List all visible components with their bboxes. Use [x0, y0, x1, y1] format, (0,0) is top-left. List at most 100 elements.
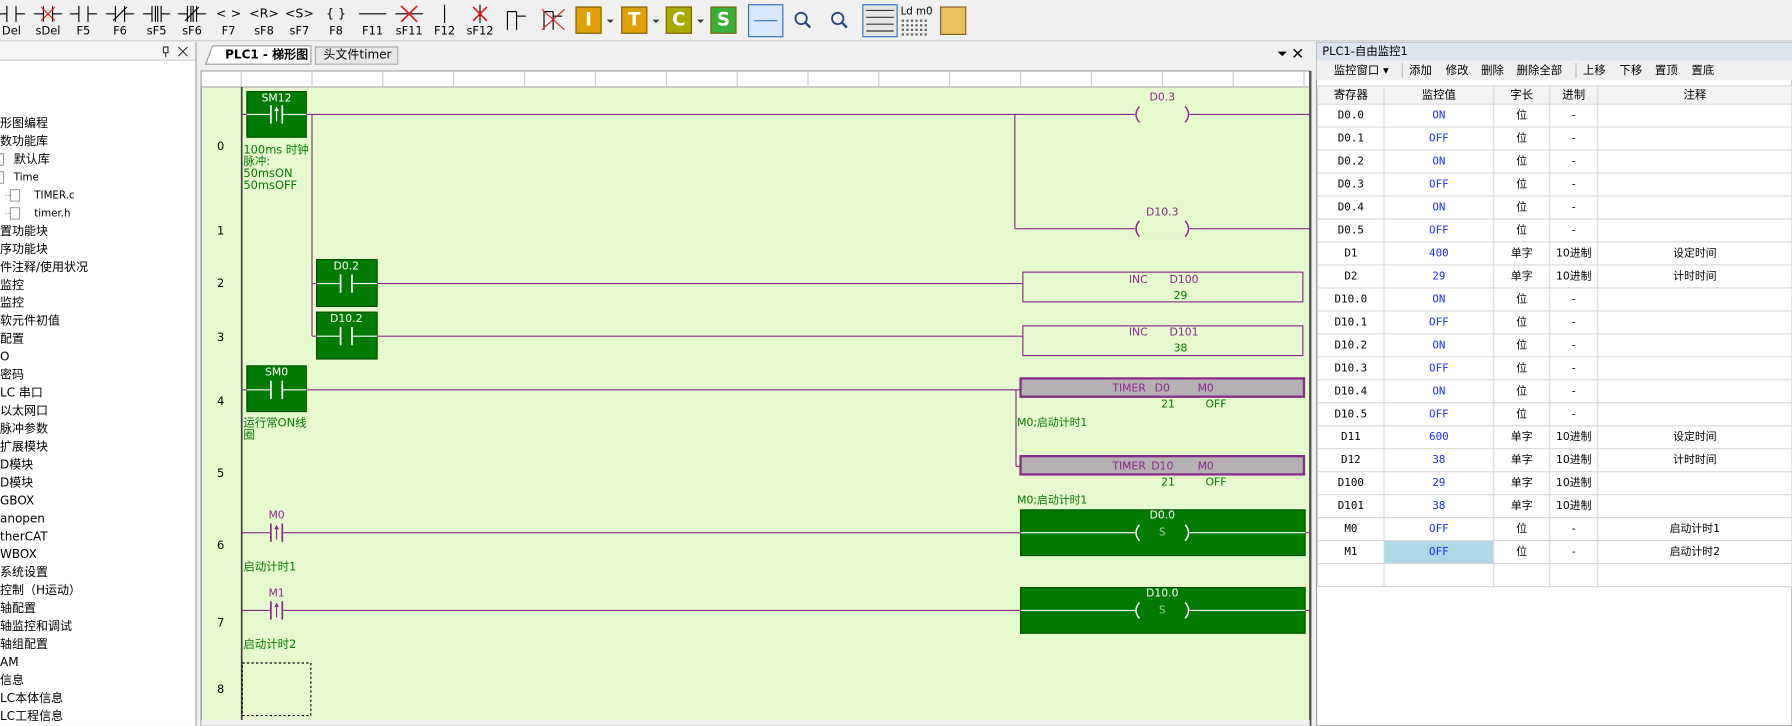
column-header: 注释	[1683, 88, 1706, 102]
tree-item[interactable]: 件注释/使用状况	[0, 259, 88, 274]
table-cell: 单字	[1511, 245, 1533, 259]
tree-item[interactable]: 轴配置	[0, 600, 36, 615]
tree-item[interactable]: TIMER.c	[33, 189, 74, 201]
tree-item[interactable]: timer.h	[34, 207, 70, 219]
contact-comment: 脉冲:	[243, 154, 270, 168]
tree-item[interactable]: 序功能块	[0, 241, 48, 256]
tree-item[interactable]: 以太网口	[0, 403, 48, 418]
tree-item[interactable]: LC 串口	[0, 386, 43, 400]
grid-dot	[906, 33, 909, 36]
tab[interactable]	[314, 46, 399, 65]
tree-item[interactable]: 密码	[0, 367, 24, 382]
line	[841, 22, 848, 29]
function-operand: D10	[1151, 459, 1173, 472]
tree-item[interactable]: 脉冲参数	[0, 420, 48, 435]
tree-item[interactable]: 置功能块	[0, 224, 48, 238]
table-cell: 位	[1516, 108, 1527, 122]
tree-item[interactable]: LC本体信息	[0, 690, 63, 705]
tool-key: sF5	[147, 24, 167, 38]
zoom-icon	[794, 11, 808, 25]
coil[interactable]	[1135, 220, 1190, 238]
zoom-icon	[831, 11, 845, 25]
rung-number: 2	[217, 276, 224, 290]
tool-icon[interactable]	[575, 6, 602, 34]
sidebar-header	[0, 42, 196, 60]
function-box[interactable]	[1019, 455, 1306, 476]
monitor-tool[interactable]: 下移	[1619, 63, 1642, 77]
table-cell: -	[1572, 292, 1576, 305]
tree-item[interactable]: 配置	[0, 332, 24, 346]
table-cell: 单字	[1511, 268, 1533, 282]
tool-icon[interactable]	[665, 6, 692, 34]
coil[interactable]	[1135, 601, 1190, 619]
tree-item[interactable]: 信息	[0, 672, 24, 687]
table-cell: D10.2	[1335, 338, 1368, 351]
table-cell: -	[1572, 407, 1576, 420]
tree-item[interactable]: AM	[0, 655, 19, 669]
function-box[interactable]	[1022, 325, 1304, 357]
monitor-value: 29	[1432, 269, 1445, 282]
table-cell: 单字	[1511, 429, 1533, 443]
monitor-title-bar	[1316, 42, 1792, 61]
monitor-tool[interactable]: 修改	[1446, 63, 1469, 77]
table-cell: -	[1572, 155, 1576, 168]
tree-item[interactable]: GBOX	[0, 493, 34, 507]
tree-item[interactable]: LC工程信息	[0, 708, 63, 723]
table-cell: 位	[1516, 544, 1527, 558]
contact-comment: 50msON	[243, 166, 292, 180]
table-cell: D10.1	[1335, 315, 1368, 328]
tree-item[interactable]: 数功能库	[0, 133, 48, 148]
tool-icon[interactable]	[710, 6, 737, 34]
monitor-tool[interactable]: 置底	[1691, 63, 1714, 77]
monitor-tool[interactable]: 添加	[1409, 63, 1432, 77]
tree-item[interactable]: 轴监控和调试	[0, 618, 72, 633]
tab[interactable]	[204, 45, 312, 65]
tree-item[interactable]: therCAT	[0, 529, 48, 543]
table-cell: 位	[1516, 177, 1527, 191]
function-box[interactable]	[1022, 271, 1304, 303]
tool-key: sF11	[396, 24, 423, 38]
monitor-tool[interactable]: 上移	[1583, 63, 1606, 77]
tree-item[interactable]: Time	[13, 171, 39, 183]
monitor-tool[interactable]: 删除全部	[1517, 63, 1563, 77]
tree-item[interactable]: WBOX	[0, 547, 37, 561]
grid-dot	[910, 24, 914, 27]
tree-item[interactable]: 监控	[0, 296, 24, 310]
function-note: M0;启动计时1	[1017, 416, 1087, 429]
function-value: 38	[1174, 342, 1188, 355]
tool-icon[interactable]	[621, 6, 648, 34]
monitor-tool[interactable]: 监控窗口 ▾	[1334, 63, 1389, 77]
coil-mode: S	[1159, 604, 1166, 616]
tool-key: F8	[329, 24, 343, 38]
tree-item[interactable]: 软元件初值	[0, 313, 60, 328]
tree-item[interactable]: anopen	[0, 511, 45, 525]
tree-item[interactable]: 控制（H运动）	[0, 583, 81, 597]
coil[interactable]	[1135, 524, 1190, 542]
function-op: INC	[1129, 326, 1148, 339]
tree-item[interactable]: D模块	[0, 457, 33, 471]
function-box[interactable]	[1019, 377, 1306, 398]
monitor-tool[interactable]: 置顶	[1655, 63, 1678, 77]
tree-item[interactable]: 默认库	[14, 151, 50, 166]
tree-item[interactable]: 扩展模块	[0, 439, 48, 453]
line	[1293, 48, 1303, 58]
tree-item[interactable]: O	[0, 350, 9, 364]
column-header: 进制	[1562, 88, 1585, 102]
grid-dot	[915, 24, 918, 27]
coil-gap	[1134, 111, 1190, 118]
tree-item[interactable]: D模块	[0, 475, 33, 489]
table-cell: -	[1572, 384, 1576, 397]
coil[interactable]	[1135, 105, 1190, 123]
tree-item[interactable]: 形图编程	[0, 115, 48, 130]
column-header: 寄存器	[1334, 88, 1369, 102]
table-cell: D0.2	[1338, 155, 1364, 168]
rung-number: 7	[217, 616, 224, 630]
tree-item[interactable]: 系统设置	[0, 565, 48, 579]
monitor-tool[interactable]: 删除	[1481, 63, 1504, 77]
function-operand: M0	[1198, 382, 1214, 395]
tree-item[interactable]: 轴组配置	[0, 636, 48, 651]
tab-menu[interactable]	[1277, 51, 1287, 57]
rung-number: 3	[217, 330, 224, 344]
tree-item[interactable]: 监控	[0, 278, 24, 292]
monitor-value: ON	[1432, 201, 1445, 214]
